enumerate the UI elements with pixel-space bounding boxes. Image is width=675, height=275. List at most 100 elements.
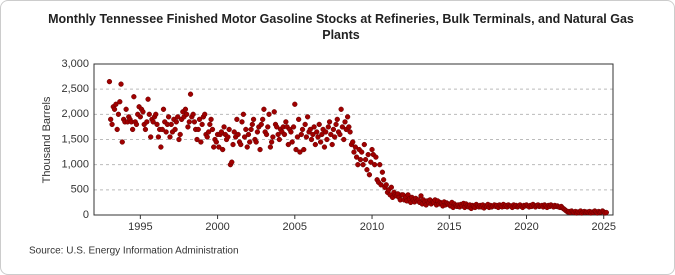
- data-point: [334, 116, 340, 123]
- data-point: [332, 134, 338, 140]
- y-tick-label: 3,000: [61, 58, 89, 70]
- data-point: [325, 124, 331, 130]
- data-point: [160, 106, 167, 112]
- y-tick-label: 500: [71, 184, 89, 196]
- data-point: [140, 109, 146, 115]
- data-point: [352, 144, 359, 150]
- data-point: [123, 106, 129, 112]
- data-point: [360, 162, 366, 168]
- data-point: [240, 111, 247, 117]
- data-point: [117, 99, 123, 105]
- data-point: [247, 139, 253, 145]
- data-point: [207, 121, 213, 128]
- data-point: [159, 126, 165, 133]
- data-point: [339, 124, 346, 130]
- data-point: [257, 146, 263, 153]
- data-point: [268, 139, 275, 145]
- data-point: [271, 109, 277, 115]
- data-point: [365, 151, 371, 158]
- data-point: [310, 131, 316, 138]
- source-note: Source: U.S. Energy Information Administ…: [29, 246, 239, 257]
- data-point: [167, 134, 173, 140]
- data-point: [176, 136, 182, 143]
- data-point: [265, 124, 271, 130]
- data-point: [153, 111, 159, 117]
- data-point: [379, 169, 386, 175]
- data-point: [388, 184, 394, 190]
- data-point: [323, 129, 329, 135]
- data-point: [150, 119, 156, 125]
- chart-title: Monthly Tennessee Finished Motor Gasolin…: [48, 12, 634, 42]
- data-point: [250, 116, 257, 123]
- data-point: [328, 131, 334, 138]
- data-point: [221, 124, 227, 130]
- data-point: [155, 134, 162, 140]
- data-point: [238, 141, 244, 148]
- data-point: [148, 134, 154, 140]
- x-tick-label: 2010: [360, 221, 384, 233]
- data-point: [377, 162, 383, 168]
- data-point: [248, 126, 254, 133]
- data-point: [346, 124, 352, 130]
- data-point: [185, 124, 191, 130]
- data-point: [267, 144, 274, 150]
- data-point: [133, 121, 140, 128]
- data-point: [190, 111, 196, 117]
- data-point: [301, 146, 307, 153]
- data-point: [115, 111, 122, 117]
- data-point: [308, 136, 315, 143]
- data-point: [208, 116, 214, 123]
- data-point: [220, 146, 226, 153]
- data-point: [231, 129, 237, 135]
- data-point: [341, 136, 347, 143]
- data-point: [353, 154, 360, 160]
- data-point: [312, 141, 318, 148]
- data-point: [342, 119, 348, 125]
- data-point: [283, 119, 289, 125]
- data-point: [359, 149, 365, 155]
- data-point: [109, 121, 115, 128]
- data-point: [275, 131, 281, 138]
- x-tick-label: 2025: [591, 221, 615, 233]
- data-point: [355, 162, 361, 168]
- data-point: [158, 144, 164, 150]
- data-point: [418, 193, 424, 199]
- data-point: [258, 121, 264, 128]
- data-point: [274, 124, 280, 130]
- data-point: [230, 141, 236, 148]
- data-point: [266, 111, 272, 117]
- data-point: [165, 114, 172, 120]
- data-point: [194, 136, 200, 143]
- data-point: [229, 159, 235, 165]
- data-point: [321, 144, 328, 150]
- data-point: [191, 119, 198, 125]
- data-point: [362, 156, 369, 163]
- data-point: [316, 121, 322, 128]
- data-point: [163, 129, 169, 135]
- data-point: [187, 91, 194, 97]
- data-point: [182, 106, 189, 112]
- data-point: [111, 106, 118, 112]
- data-point: [213, 139, 219, 145]
- data-point: [297, 149, 303, 155]
- data-point: [226, 126, 232, 133]
- data-point: [146, 111, 152, 117]
- data-point: [184, 111, 190, 117]
- data-point: [315, 134, 321, 140]
- data-point: [311, 124, 317, 130]
- y-tick-label: 2,000: [61, 108, 89, 120]
- data-point: [304, 114, 311, 120]
- data-point: [383, 182, 389, 188]
- data-point: [118, 81, 124, 87]
- data-point: [326, 119, 333, 125]
- data-point: [241, 134, 248, 140]
- data-point: [108, 116, 114, 123]
- x-tick-label: 2015: [437, 221, 461, 233]
- data-point: [293, 146, 299, 153]
- data-point: [114, 126, 120, 133]
- data-point: [337, 131, 343, 138]
- data-point: [364, 167, 370, 173]
- data-point: [307, 126, 313, 133]
